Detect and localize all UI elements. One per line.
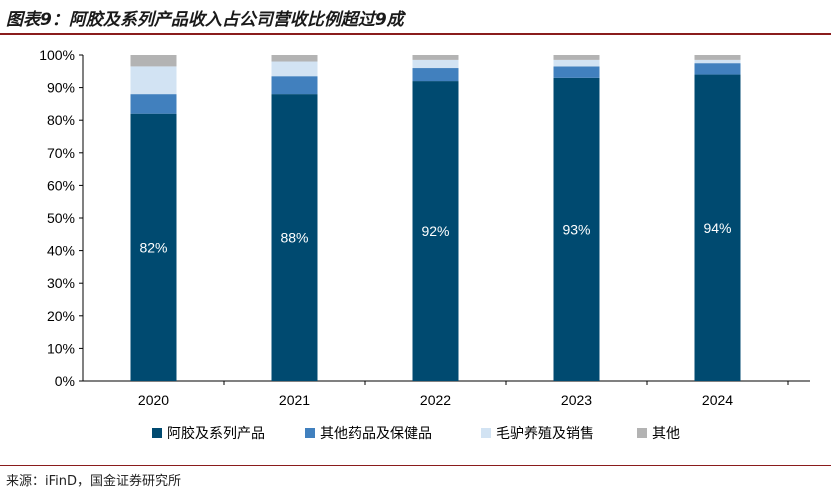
y-tick-label: 20% — [47, 308, 75, 324]
x-tick-label: 2022 — [420, 392, 451, 408]
bar-segment-2020-1 — [130, 94, 177, 114]
bar-segment-2021-0 — [271, 94, 318, 382]
y-tick-label: 60% — [47, 177, 75, 193]
bar-segment-2023-0 — [553, 77, 600, 381]
bar-segment-2021-1 — [271, 76, 318, 95]
bar-segment-2023-1 — [553, 66, 600, 78]
legend-label: 其他 — [652, 426, 680, 442]
y-tick-label: 70% — [47, 145, 75, 161]
legend-swatch — [637, 428, 647, 438]
legend-label: 毛驴养殖及销售 — [496, 425, 594, 442]
y-tick-label: 10% — [47, 340, 75, 356]
bar-segment-2023-3 — [553, 55, 600, 60]
title-divider — [0, 33, 831, 35]
bar-segment-2023-2 — [553, 59, 600, 67]
data-label: 93% — [562, 221, 590, 237]
bar-segment-2024-1 — [694, 63, 741, 75]
bar-segment-2024-2 — [694, 59, 741, 64]
bar-segment-2020-0 — [130, 113, 177, 382]
data-label: 88% — [280, 230, 308, 246]
x-tick-label: 2024 — [702, 392, 733, 408]
bar-segment-2021-3 — [271, 55, 318, 62]
source-note: 来源：iFinD，国金证券研究所 — [6, 474, 182, 489]
data-label: 92% — [421, 223, 449, 239]
y-tick-label: 80% — [47, 112, 75, 128]
y-tick-label: 90% — [47, 80, 75, 96]
y-tick-label: 50% — [47, 210, 75, 226]
legend-swatch — [152, 428, 162, 438]
bar-segment-2022-0 — [412, 81, 459, 381]
y-tick-label: 30% — [47, 275, 75, 291]
x-tick-label: 2020 — [138, 392, 169, 408]
data-label: 94% — [703, 220, 731, 236]
x-tick-label: 2023 — [561, 392, 592, 408]
bar-segment-2022-2 — [412, 59, 459, 69]
bar-segment-2020-3 — [130, 55, 177, 67]
bar-segment-2024-0 — [694, 74, 741, 381]
data-label: 82% — [139, 239, 167, 255]
legend-label: 阿胶及系列产品 — [167, 425, 265, 442]
y-tick-label: 40% — [47, 243, 75, 259]
bar-segment-2022-1 — [412, 68, 459, 82]
legend-swatch — [481, 428, 491, 438]
legend-label: 其他药品及保健品 — [320, 426, 432, 442]
bar-segment-2021-2 — [271, 61, 318, 77]
bar-segment-2020-2 — [130, 66, 177, 95]
chart-title: 图表9：阿胶及系列产品收入占公司营收比例超过9成 — [6, 10, 404, 30]
stacked-bar-chart: 0% 10% 20% 30% 40% 50% 60% 70% 80% 90% 100% 82% 2020… — [39, 47, 810, 442]
y-tick-label: 100% — [39, 47, 75, 63]
x-tick-label: 2021 — [279, 392, 310, 408]
bar-segment-2022-3 — [412, 55, 459, 60]
source-divider — [0, 465, 831, 466]
y-tick-label: 0% — [55, 373, 75, 389]
bar-segment-2024-3 — [694, 55, 741, 60]
legend-swatch — [305, 428, 315, 438]
